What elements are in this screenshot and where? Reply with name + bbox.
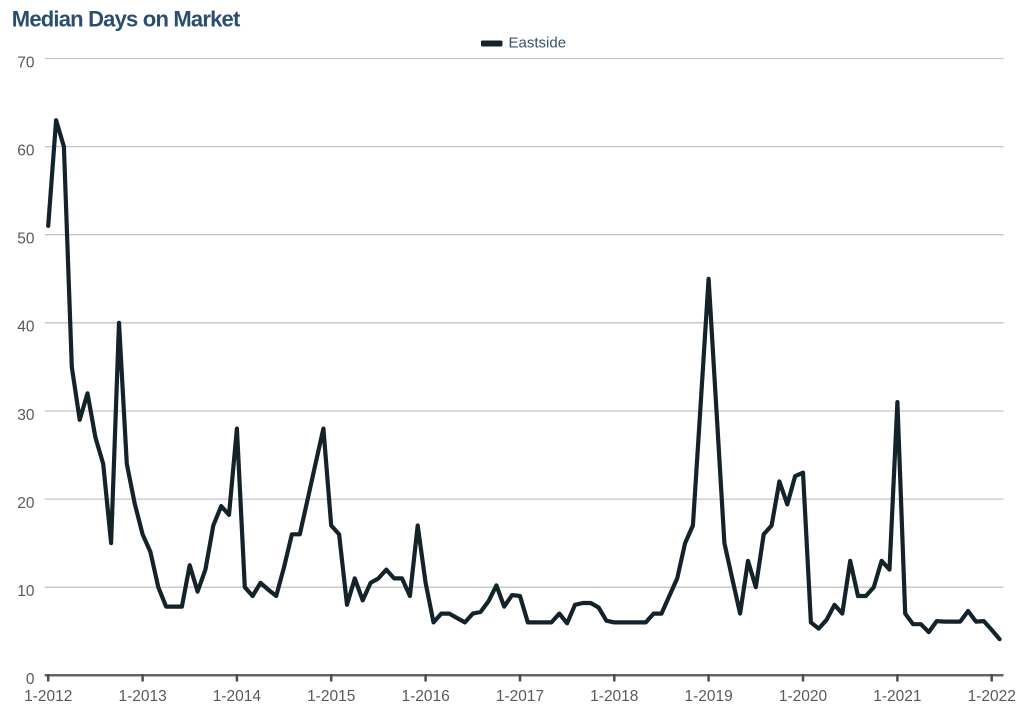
svg-text:60: 60 [17,142,35,159]
svg-text:0: 0 [26,671,35,688]
svg-text:10: 10 [17,583,35,600]
svg-text:20: 20 [17,495,35,512]
svg-text:1-2014: 1-2014 [213,688,262,704]
svg-text:1-2019: 1-2019 [684,688,732,704]
svg-text:1-2021: 1-2021 [873,688,921,704]
svg-text:70: 70 [17,54,35,71]
svg-text:1-2016: 1-2016 [401,688,449,704]
svg-text:1-2020: 1-2020 [779,688,828,704]
svg-text:1-2012: 1-2012 [24,688,72,704]
svg-text:1-2015: 1-2015 [307,688,355,704]
svg-text:1-2017: 1-2017 [496,688,544,704]
svg-text:1-2018: 1-2018 [590,688,638,704]
svg-text:Median Days on Market: Median Days on Market [12,6,241,31]
svg-text:1-2022: 1-2022 [968,688,1016,704]
svg-text:50: 50 [17,231,35,248]
svg-text:40: 40 [17,319,35,336]
svg-text:1-2013: 1-2013 [118,688,166,704]
svg-text:30: 30 [17,407,35,424]
svg-text:Eastside: Eastside [509,35,567,52]
